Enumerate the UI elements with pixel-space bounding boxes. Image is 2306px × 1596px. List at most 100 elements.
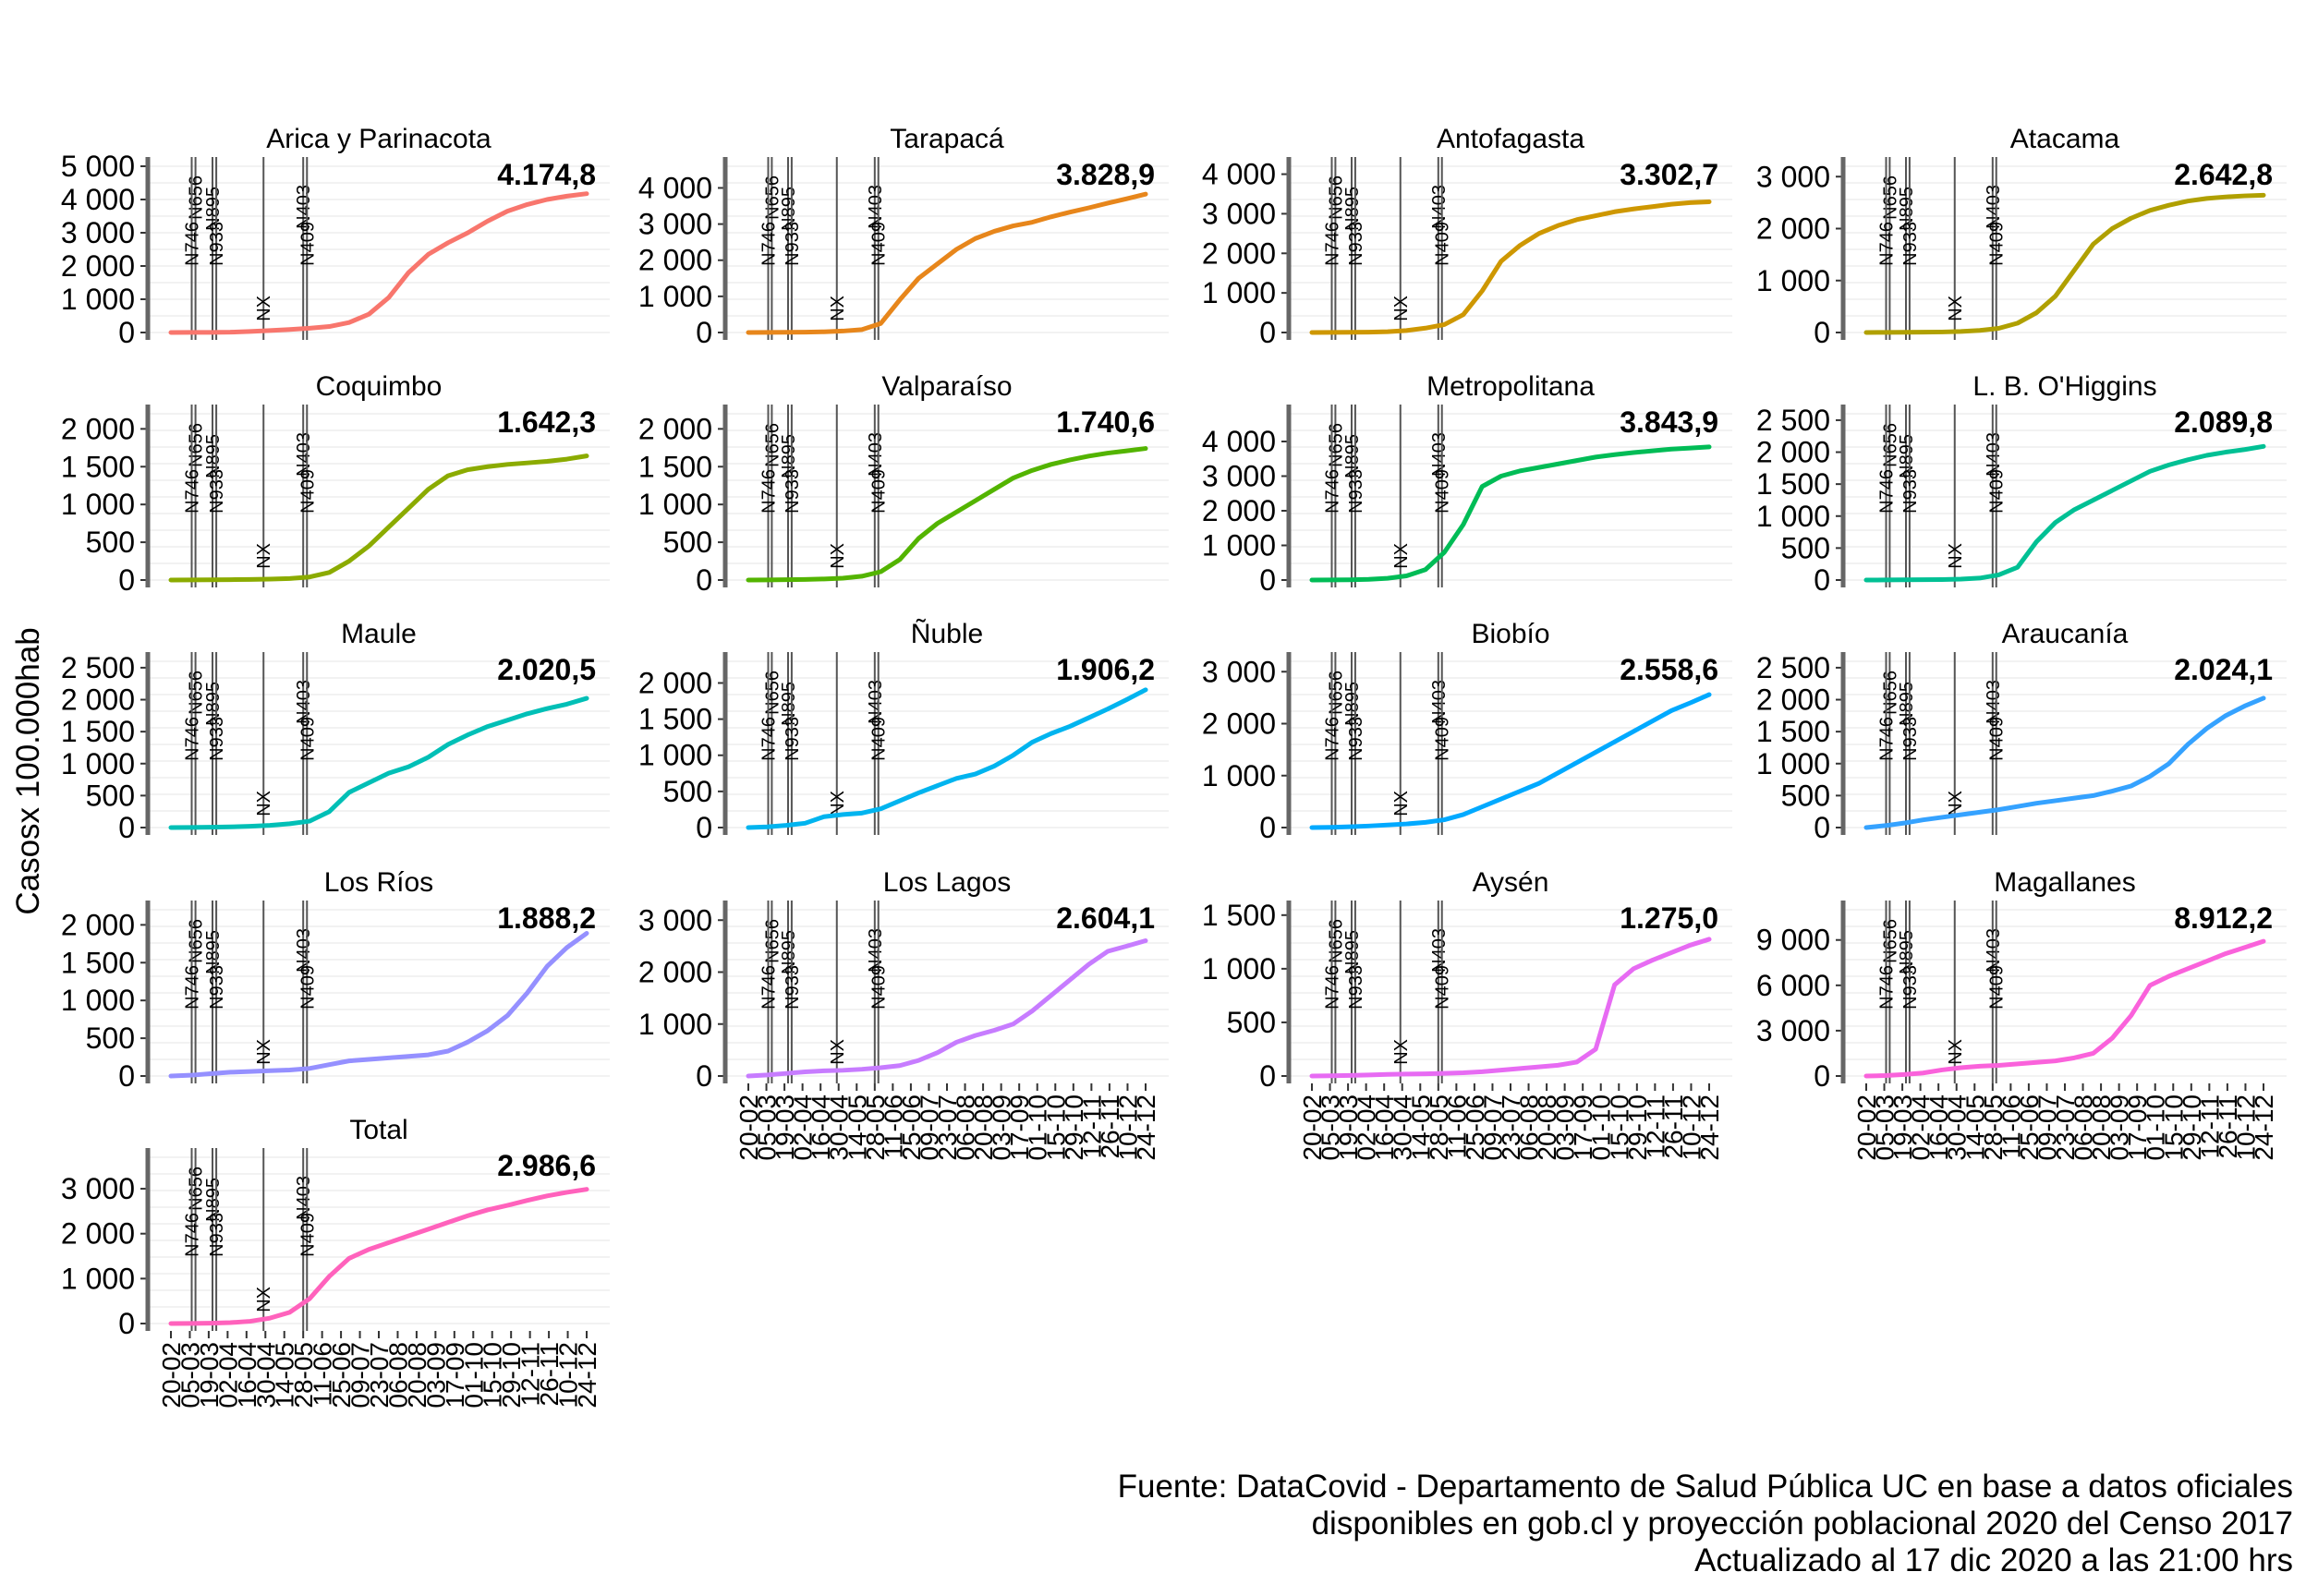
marker-label: N746 (1877, 717, 1898, 761)
panel-title: Total (349, 1115, 407, 1145)
x-tick-label: 10-12 (2231, 1094, 2260, 1161)
y-tick-label: 2 000 (638, 666, 712, 699)
x-tick-label: 16-04 (1924, 1094, 1953, 1161)
marker-label: N409 (1433, 717, 1453, 761)
x-tick-label: 24-12 (2250, 1094, 2278, 1161)
y-tick-label: 2 000 (1756, 683, 1830, 717)
marker-label: N409 (1987, 222, 2008, 266)
y-tick-label: 3 000 (1202, 655, 1276, 688)
y-tick-label: 1 500 (61, 450, 135, 483)
y-tick-label: 0 (696, 563, 712, 597)
y-tick-label: 1 500 (638, 450, 712, 483)
x-tick-label: 03-09 (1551, 1094, 1580, 1161)
y-tick-label: 0 (1814, 811, 1830, 844)
panel-title: Tarapacá (890, 124, 1004, 154)
panel-title: Maule (341, 619, 417, 649)
y-tick-label: 2 000 (1756, 436, 1830, 469)
x-tick-label: 06-08 (2069, 1094, 2098, 1161)
x-tick-label: 11-06 (879, 1094, 907, 1159)
x-tick-label: 03-09 (988, 1094, 1016, 1161)
marker-label: N895 (1897, 187, 1917, 231)
panel-title: Antofagasta (1437, 124, 1584, 154)
marker-label: N403 (294, 928, 314, 973)
marker-label: N895 (203, 187, 224, 231)
x-tick-label: 24-12 (1132, 1094, 1160, 1161)
y-tick-label: 1 000 (638, 1008, 712, 1041)
x-tick-label: 02-04 (1907, 1094, 1936, 1161)
final-value-label: 2.642,8 (2174, 158, 2273, 191)
panel-title: Araucanía (2002, 619, 2129, 649)
x-tick-label: 05-03 (176, 1342, 204, 1409)
marker-label: N746 (759, 222, 780, 266)
x-tick-label: 06-08 (1515, 1094, 1544, 1161)
x-tick-label: 26-11 (1659, 1094, 1688, 1159)
x-tick-label: 15-10 (1041, 1094, 1070, 1161)
x-tick-label: 20-02 (1852, 1094, 1881, 1161)
marker-label: N409 (869, 965, 890, 1010)
y-tick-label: 0 (118, 316, 135, 349)
marker-label: N409 (297, 717, 318, 761)
y-tick-label: 1 500 (1756, 467, 1830, 501)
x-tick-label: 12-11 (516, 1342, 545, 1407)
x-tick-label: 02-04 (789, 1094, 818, 1161)
marker-label: N403 (1984, 680, 2004, 724)
y-tick-label: 0 (118, 563, 135, 597)
y-tick-label: 1 000 (1202, 952, 1276, 985)
marker-label: NX (254, 296, 274, 321)
x-tick-label: 23-07 (933, 1094, 962, 1161)
marker-label: N933 (1346, 222, 1366, 266)
x-tick-label: 29-10 (497, 1342, 526, 1409)
x-tick-label: 16-04 (1370, 1094, 1399, 1161)
x-tick-label: 17-09 (1569, 1094, 1597, 1161)
x-tick-label: 12-11 (1641, 1094, 1669, 1159)
x-tick-label: 23-07 (2051, 1094, 2080, 1161)
x-tick-label: 10-12 (554, 1342, 583, 1409)
marker-label: N403 (1984, 185, 2004, 229)
x-tick-label: 29-10 (1060, 1094, 1088, 1161)
x-tick-label: 20-02 (1298, 1094, 1327, 1161)
y-tick-label: 2 000 (61, 412, 135, 445)
y-tick-label: 500 (663, 775, 712, 808)
y-tick-label: 0 (118, 811, 135, 844)
x-tick-label: 16-04 (807, 1094, 835, 1161)
x-tick-label: 20-02 (157, 1342, 186, 1409)
marker-label: N895 (779, 682, 799, 726)
y-tick-label: 1 500 (1202, 899, 1276, 932)
series-line (168, 931, 589, 1079)
caption-line-2: disponibles en gob.cl y proyección pobla… (1311, 1505, 2293, 1542)
y-tick-label: 0 (1259, 1059, 1276, 1093)
marker-label: N403 (866, 680, 886, 724)
x-tick-label: 11-06 (309, 1342, 337, 1407)
marker-label: NX (828, 296, 848, 321)
marker-label: N933 (1900, 469, 1921, 514)
marker-label: N746 (1323, 965, 1343, 1010)
x-tick-label: 26-11 (535, 1342, 564, 1407)
marker-label: N746 (1323, 469, 1343, 514)
marker-label: N895 (203, 434, 224, 478)
x-tick-label: 01-10 (1024, 1094, 1052, 1161)
y-tick-label: 1 000 (1756, 500, 1830, 533)
final-value-label: 4.174,8 (497, 158, 596, 191)
x-tick-label: 28-05 (1979, 1094, 2008, 1161)
marker-label: N403 (866, 928, 886, 973)
y-tick-label: 500 (86, 526, 135, 559)
x-tick-label: 12-11 (2195, 1094, 2224, 1159)
x-tick-label: 14-05 (843, 1094, 871, 1161)
x-tick-label: 01-10 (2142, 1094, 2170, 1161)
x-tick-label: 29-10 (1623, 1094, 1652, 1161)
marker-label: N746 (1323, 222, 1343, 266)
x-tick-label: 28-05 (289, 1342, 318, 1409)
y-tick-label: 1 000 (61, 1262, 135, 1295)
marker-label: N933 (783, 469, 803, 514)
final-value-label: 2.604,1 (1056, 901, 1155, 935)
marker-label: N933 (1900, 717, 1921, 761)
y-axis-title: Casosx 100.000hab (10, 627, 46, 914)
marker-label: N746 (1323, 717, 1343, 761)
marker-label: N933 (1346, 469, 1366, 514)
marker-label: N933 (207, 965, 227, 1010)
